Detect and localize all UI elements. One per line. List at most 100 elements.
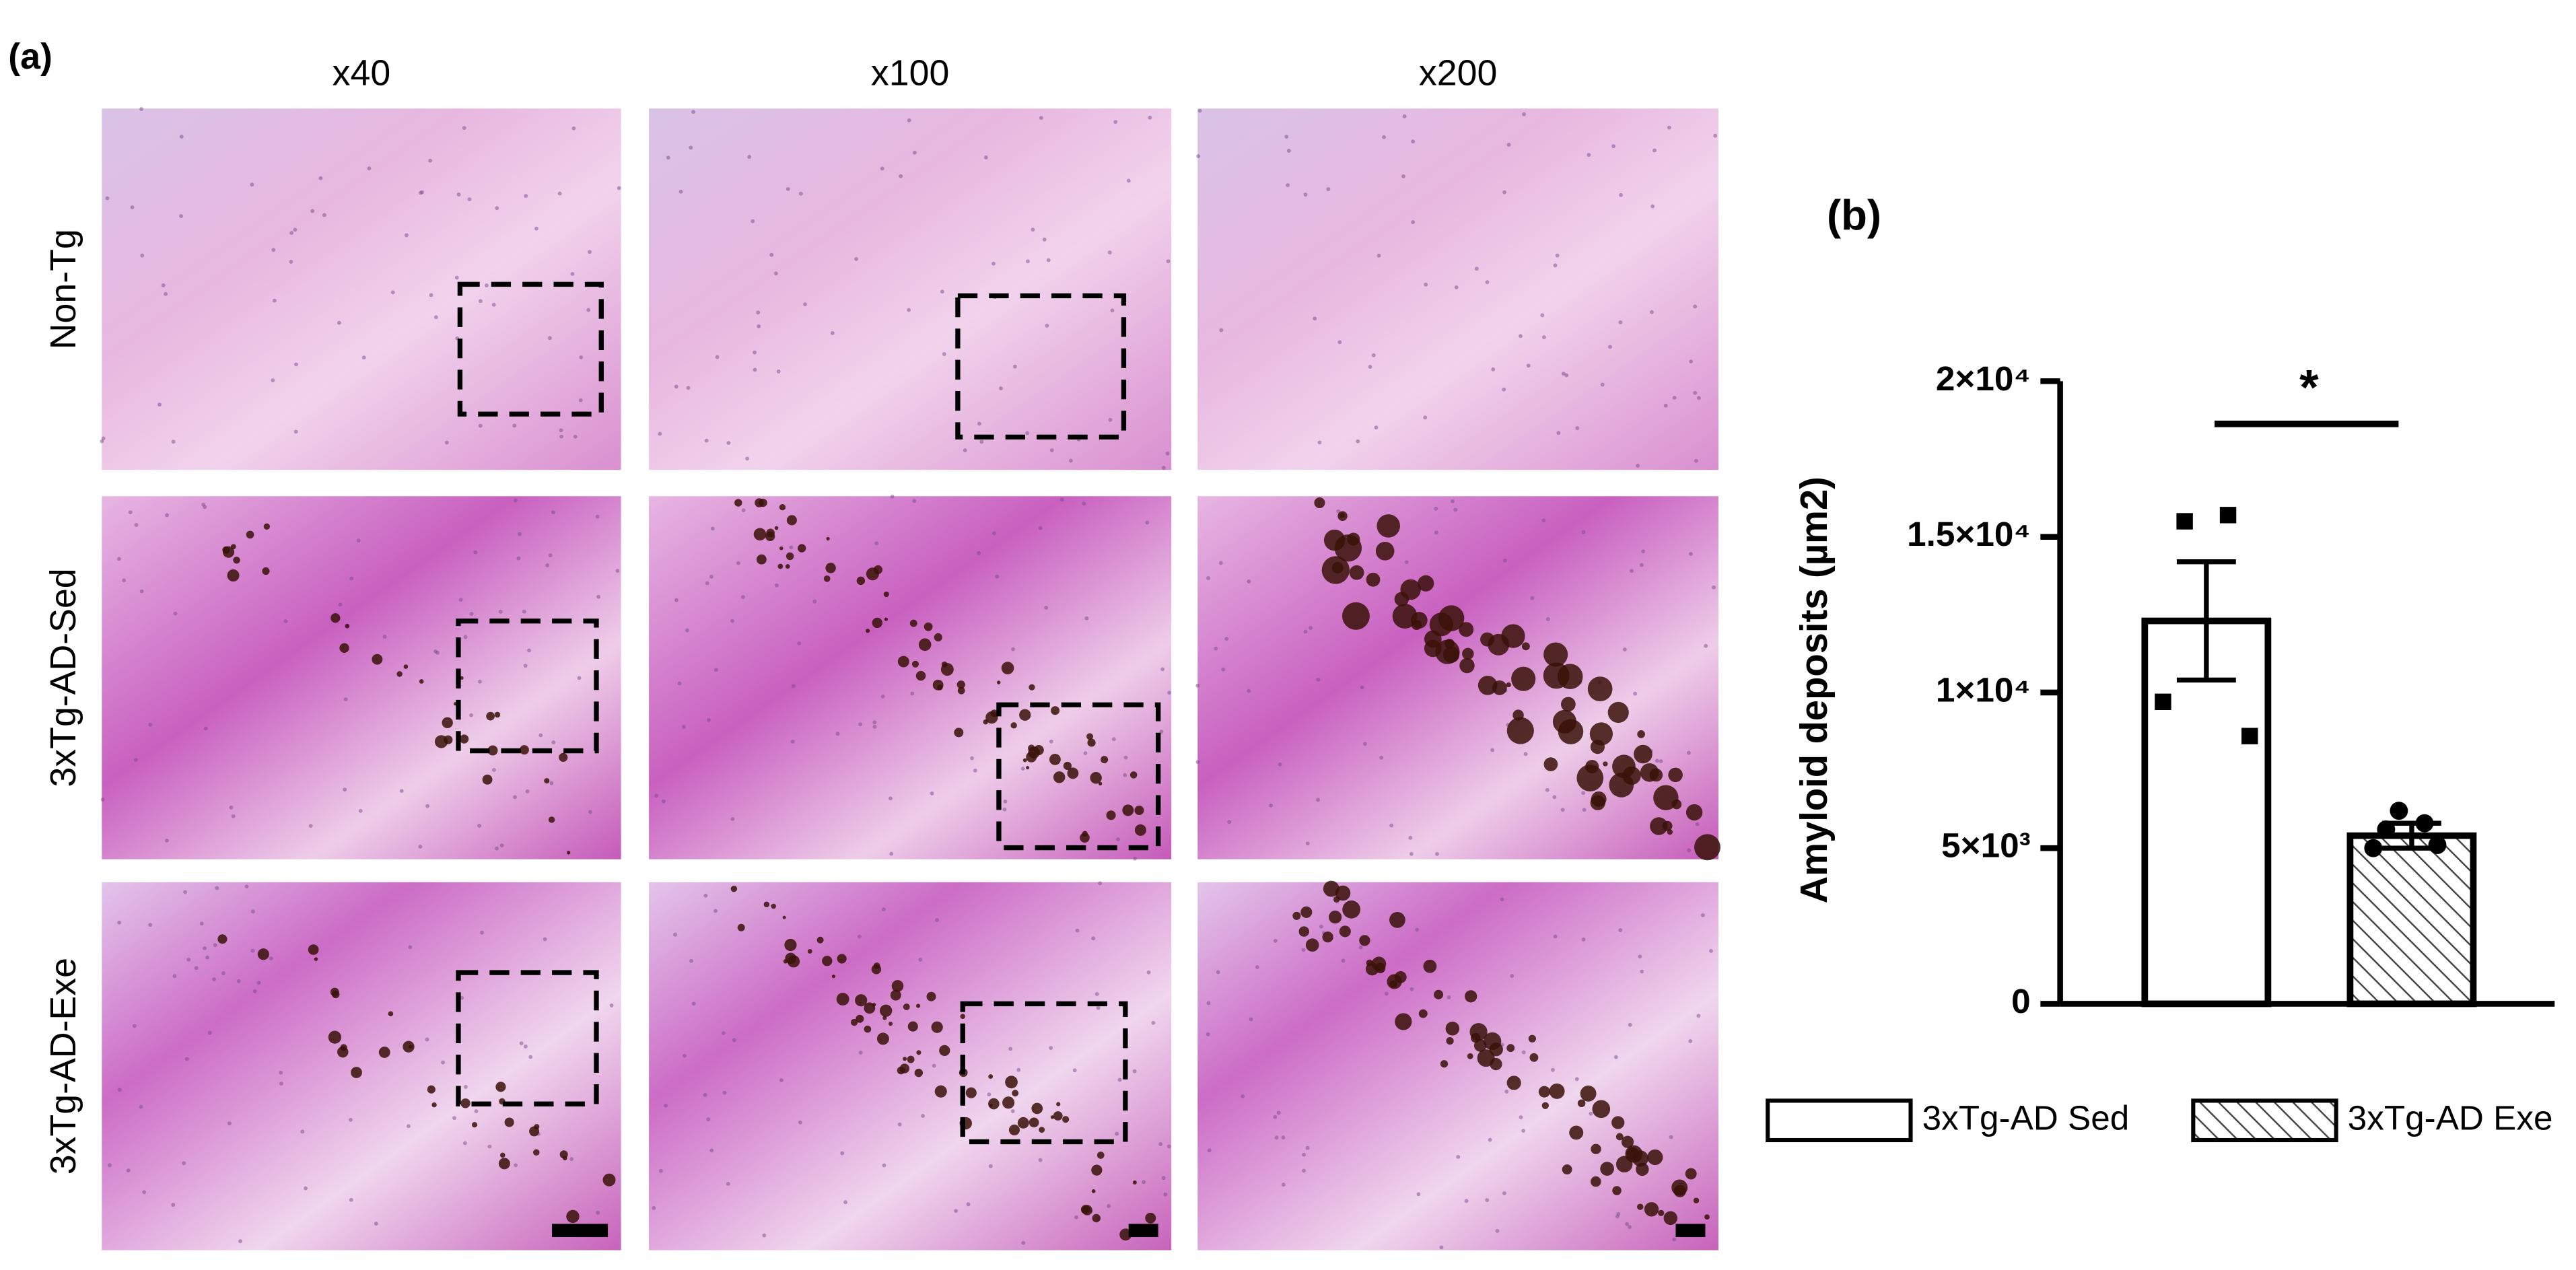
nucleus (789, 545, 794, 550)
nucleus (524, 194, 528, 199)
nucleus (1286, 149, 1291, 153)
plaque (1328, 911, 1342, 924)
plaque (563, 1156, 567, 1161)
plaque (1010, 722, 1017, 729)
nucleus (130, 205, 135, 210)
nucleus (588, 250, 592, 254)
plaque (339, 643, 349, 653)
nucleus (1046, 258, 1051, 262)
nucleus (1319, 924, 1323, 929)
nucleus (1206, 1001, 1211, 1006)
plaque (826, 536, 830, 541)
plaque (544, 778, 550, 784)
nucleus (538, 733, 543, 738)
nucleus (367, 166, 372, 171)
plaque (227, 569, 240, 582)
plaque (378, 1047, 390, 1058)
plaque (1339, 925, 1351, 938)
nucleus (203, 726, 208, 731)
nucleus (1650, 310, 1654, 314)
nucleus (1377, 253, 1381, 258)
nucleus (1303, 192, 1308, 197)
nucleus (709, 1148, 714, 1153)
nucleus (753, 367, 757, 372)
nucleus (1628, 1022, 1632, 1027)
plaque (763, 901, 770, 908)
plaque (403, 664, 409, 669)
plaque (1693, 1197, 1700, 1204)
nucleus (199, 921, 204, 926)
nucleus (1142, 1180, 1146, 1185)
plaque (1062, 1116, 1070, 1123)
plaque (337, 1046, 349, 1058)
data-point (2415, 814, 2434, 833)
plaque (434, 735, 448, 748)
nucleus (1411, 220, 1416, 225)
nucleus (999, 386, 1003, 390)
nucleus (101, 436, 106, 441)
plaque (1435, 639, 1460, 664)
nucleus (730, 816, 735, 821)
plaque (1541, 1102, 1549, 1109)
plaque (332, 990, 340, 999)
nucleus (1423, 415, 1428, 420)
plaque (427, 1085, 436, 1094)
nucleus (390, 290, 395, 295)
nucleus (745, 456, 750, 461)
nucleus (1384, 991, 1389, 996)
plaque (831, 975, 836, 979)
plaque (1552, 709, 1576, 734)
nucleus (158, 402, 162, 407)
plaque (1650, 817, 1668, 835)
nucleus (857, 934, 862, 939)
plaque (786, 552, 794, 561)
nucleus (966, 1202, 971, 1207)
plaque (460, 676, 464, 680)
plaque (873, 565, 883, 575)
nucleus (983, 155, 988, 160)
plaque (753, 528, 767, 541)
plaque (494, 711, 501, 718)
nucleus (498, 609, 503, 614)
nucleus (343, 787, 347, 792)
nucleus (1638, 954, 1642, 959)
nucleus (991, 261, 996, 266)
plaque (891, 980, 904, 992)
nucleus (272, 298, 277, 303)
plaque (314, 957, 318, 961)
nucleus (134, 523, 139, 527)
plaque (1092, 1213, 1101, 1223)
plaque (797, 544, 806, 553)
zoom-box (996, 702, 1161, 851)
column-header: x100 (871, 53, 949, 94)
nucleus (1555, 253, 1560, 258)
nucleus (117, 920, 122, 925)
micrograph (1197, 882, 1718, 1250)
plaque (1590, 795, 1605, 810)
plaque (1490, 1057, 1502, 1071)
nucleus (1374, 425, 1379, 430)
plaque (807, 949, 812, 954)
nucleus (452, 1116, 456, 1121)
nucleus (212, 977, 216, 981)
plaque (876, 1032, 889, 1045)
significance-label: * (2299, 359, 2319, 415)
plaque (1395, 1013, 1412, 1030)
nucleus (573, 435, 578, 439)
plaque (1090, 772, 1102, 784)
nucleus (322, 213, 326, 217)
nucleus (1011, 647, 1015, 651)
nucleus (1415, 927, 1420, 932)
plaque (1591, 1143, 1601, 1154)
plaque (566, 1209, 580, 1224)
nucleus (907, 308, 911, 312)
nucleus (172, 974, 177, 979)
nucleus (420, 190, 424, 195)
nucleus (1581, 938, 1586, 942)
nucleus (753, 350, 757, 355)
panel-label: (a) (8, 36, 53, 77)
nucleus (654, 793, 659, 798)
plaque (442, 717, 453, 729)
nucleus (559, 434, 563, 439)
